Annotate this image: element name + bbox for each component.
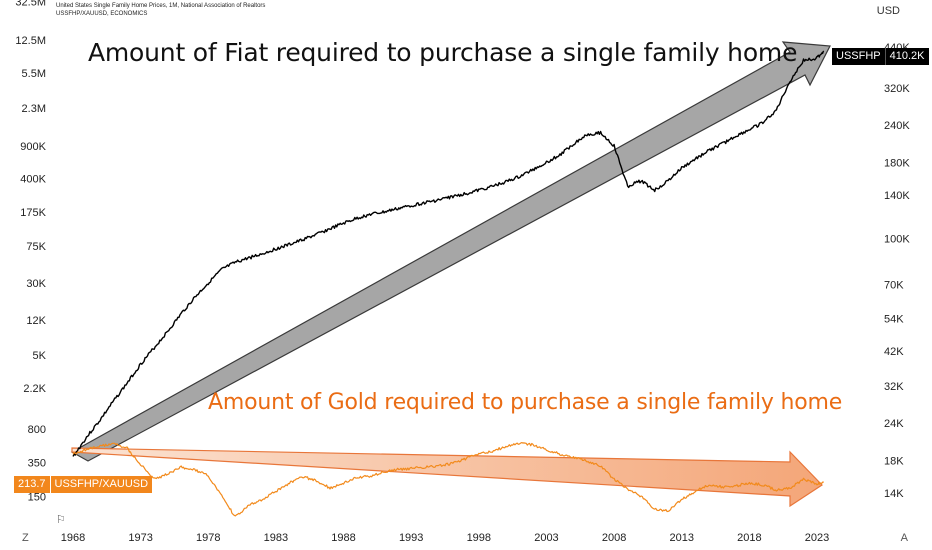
right-tick-label: 100K [884, 234, 910, 246]
x-tick-label: 1968 [61, 532, 85, 544]
left-tick-label: 12K [26, 315, 46, 327]
fiat-trend-arrow [70, 41, 831, 462]
right-tick-label: 54K [884, 313, 904, 325]
right-tick-label: 18K [884, 455, 904, 467]
right-tick-label: 42K [884, 346, 904, 358]
right-tick-label: 240K [884, 120, 910, 132]
x-tick-label: 1978 [196, 532, 220, 544]
left-tick-label: 400K [20, 174, 46, 186]
gold-trend-arrow [71, 447, 823, 508]
series-lines [72, 50, 825, 517]
left-tick-label: 350 [28, 457, 46, 469]
right-tick-label: 320K [884, 83, 910, 95]
right-tick-label: 24K [884, 418, 904, 430]
right-tick-label: 70K [884, 280, 904, 292]
left-tick-label: 75K [26, 241, 46, 253]
x-tick-label: 1998 [467, 532, 491, 544]
fiat-tag-value: 410.2K [884, 48, 929, 65]
gold-tag-value: 213.7 [14, 476, 51, 493]
fiat-last-value-tag: USSFHP 410.2K [832, 48, 929, 65]
fiat-tag-symbol: USSFHP [836, 50, 881, 62]
left-tick-label: 175K [20, 207, 46, 219]
right-tick-label: 32K [884, 381, 904, 393]
left-tick-label: 2.2K [23, 383, 46, 395]
right-axis-unit: USD [876, 5, 900, 17]
gold-annotation: Amount of Gold required to purchase a si… [208, 390, 843, 415]
x-tick-label: 2018 [737, 532, 761, 544]
x-tick-label: 1988 [331, 532, 355, 544]
axes: 1968 1973 1978 1983 1988 1993 1998 2003 2008 2013… [15, 0, 910, 544]
left-tick-label: 30K [26, 278, 46, 290]
fiat-annotation: Amount of Fiat required to purchase a si… [88, 38, 798, 67]
left-tick-label: 900K [20, 141, 46, 153]
flag-icon[interactable]: ⚐ [56, 514, 66, 526]
series-line-fiat [72, 50, 825, 457]
gold-last-value-tag: 213.7 USSFHP/XAUUSD [14, 476, 153, 493]
x-tick-label: 1983 [264, 532, 288, 544]
right-tick-label: 140K [884, 190, 910, 202]
x-tick-label: 1993 [399, 532, 423, 544]
left-tick-label: 2.3M [22, 103, 46, 115]
trend-arrows [70, 41, 831, 508]
right-tick-label: 180K [884, 157, 910, 169]
chart-header-symbol: USSFHP/XAUUSD, ECONOMICS [56, 11, 148, 17]
auto-scale-toggle-button[interactable]: A [900, 532, 908, 544]
right-tick-label: 14K [884, 488, 904, 500]
left-tick-label: 5K [33, 350, 47, 362]
left-tick-label: 12.5M [15, 35, 46, 47]
x-tick-label: 2023 [805, 532, 829, 544]
left-tick-label: 32.5M [15, 0, 46, 9]
x-tick-label: 2008 [602, 532, 626, 544]
chart-header-title: United States Single Family Home Prices,… [56, 3, 266, 9]
gold-tag-symbol: USSFHP/XAUUSD [54, 478, 149, 490]
x-tick-label: 2013 [669, 532, 693, 544]
series-line-gold [72, 442, 824, 517]
log-scale-toggle-button[interactable]: Z [22, 532, 29, 544]
left-tick-label: 5.5M [22, 68, 46, 80]
x-tick-label: 2003 [534, 532, 558, 544]
x-tick-label: 1973 [128, 532, 152, 544]
left-tick-label: 800 [28, 424, 46, 436]
left-tick-label: 150 [28, 491, 46, 503]
